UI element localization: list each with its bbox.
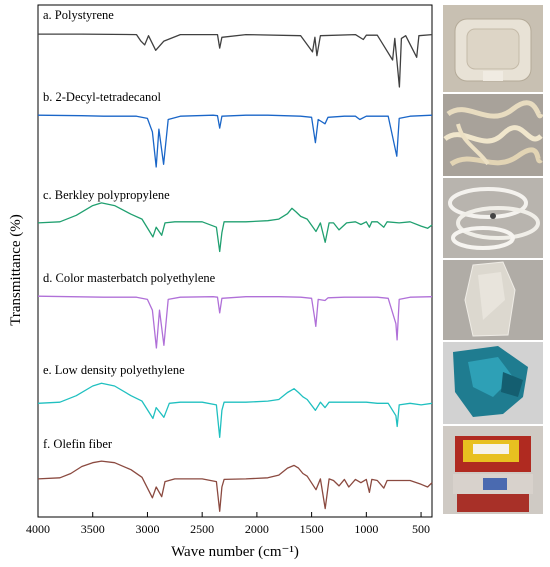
series-label: e. Low density polyethylene <box>43 363 185 377</box>
photo-olefin-fiber <box>443 426 543 514</box>
x-tick-label: 3500 <box>81 522 105 536</box>
x-tick-label: 2000 <box>245 522 269 536</box>
series-line <box>37 202 433 253</box>
series-label: d. Color masterbatch polyethylene <box>43 271 216 285</box>
x-tick-label: 500 <box>412 522 430 536</box>
x-tick-label: 1500 <box>300 522 324 536</box>
series-label: f. Olefin fiber <box>43 437 113 451</box>
photo-masterbatch-polyethylene <box>443 260 543 340</box>
series-line <box>37 460 433 512</box>
photo-decyl-tetradecanol <box>443 94 543 176</box>
series-label: b. 2-Decyl-tetradecanol <box>43 90 162 104</box>
x-axis-label: Wave number (cm⁻¹) <box>171 544 299 560</box>
x-tick-label: 3000 <box>135 522 159 536</box>
ftir-chart: Transmittance (%) a. Polystyrene b. 2-Dec… <box>8 4 433 560</box>
series-label: c. Berkley polypropylene <box>43 188 170 202</box>
photo-berkley-polypropylene <box>443 178 543 258</box>
y-axis-label: Transmittance (%) <box>8 214 24 326</box>
series-line <box>37 382 433 438</box>
series-label: a. Polystyrene <box>43 8 114 22</box>
x-tick-label: 2500 <box>190 522 214 536</box>
series-layer: a. Polystyrene b. 2-Decyl-tetradecanol c. … <box>37 8 433 512</box>
series-line <box>37 114 433 168</box>
x-tick-label: 1000 <box>354 522 378 536</box>
photo-polystyrene <box>443 5 543 92</box>
plot-frame <box>37 4 433 518</box>
series-line <box>38 33 433 88</box>
series-line <box>37 295 433 349</box>
photo-low-density-polyethylene <box>443 342 543 424</box>
x-tick-label: 4000 <box>26 522 50 536</box>
x-axis: 4000 3500 3000 2500 2000 1500 1000 500 <box>26 512 430 536</box>
